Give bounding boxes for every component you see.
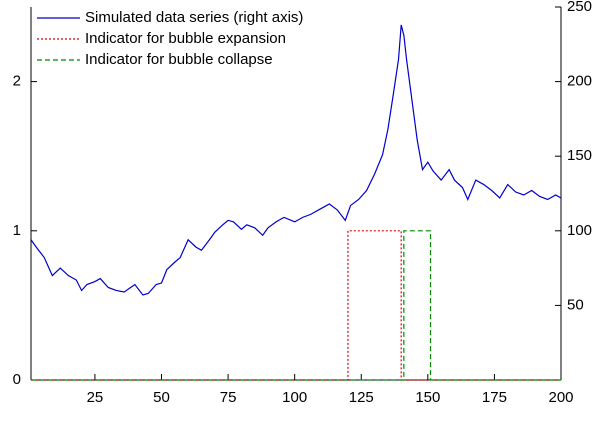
data-line: [30, 24, 562, 296]
legend-label: Simulated data series (right axis): [85, 9, 303, 26]
y-tick-label: 0: [13, 371, 21, 388]
x-tick-label: 175: [482, 389, 507, 406]
y2-tick-label: 200: [567, 73, 592, 90]
y2-tick-label: 50: [567, 296, 584, 313]
x-tick-label: 200: [548, 389, 573, 406]
x-tick-label: 100: [282, 389, 307, 406]
y-tick-label: 1: [13, 222, 21, 239]
x-tick-label: 150: [415, 389, 440, 406]
x-tick-label: 75: [220, 389, 237, 406]
y2-tick-label: 250: [567, 0, 592, 15]
y-tick-label: 2: [13, 73, 21, 90]
y2-tick-label: 100: [567, 222, 592, 239]
y2-tick-label: 150: [567, 147, 592, 164]
x-tick-label: 25: [87, 389, 104, 406]
data-line: [31, 230, 561, 381]
legend-label: Indicator for bubble expansion: [85, 30, 286, 47]
x-tick-label: 125: [349, 389, 374, 406]
legend-label: Indicator for bubble collapse: [85, 51, 273, 68]
data-line: [31, 230, 561, 381]
x-tick-label: 50: [153, 389, 170, 406]
